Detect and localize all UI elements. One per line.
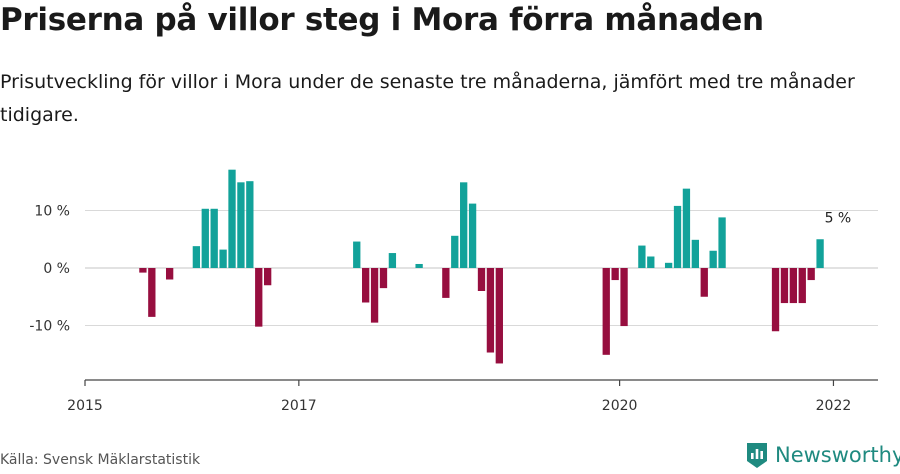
bar [379,268,388,289]
bar [647,256,655,268]
bar [370,268,379,323]
newsworthy-logo[interactable]: Newsworthy [745,441,900,469]
bar [201,208,209,268]
bar [460,182,468,268]
bar [638,245,646,268]
bar [709,250,717,268]
bar [246,181,254,268]
bar [718,217,726,268]
bar [264,268,272,286]
y-tick-label: 10 % [34,204,70,220]
bar [807,268,815,281]
bar [816,239,824,268]
bar [486,268,495,353]
bar [219,249,227,268]
chart-title: Priserna på villor steg i Mora förra mån… [0,2,764,38]
bar [780,268,789,304]
chart-subtitle: Prisutveckling för villor i Mora under d… [0,71,855,126]
bar [237,182,245,268]
bar [148,268,156,317]
bar [255,268,263,327]
value-annotation: 5 % [825,210,852,226]
bar [771,268,780,332]
y-tick-label: 0 % [43,261,70,277]
bar [691,239,699,268]
x-axis [84,379,878,386]
x-tick-label: 2015 [67,398,103,414]
bar [165,268,174,280]
bar [789,268,798,304]
bar [611,268,619,281]
bar [477,268,486,291]
bar [620,268,628,327]
bar [362,268,370,303]
bar [700,268,708,297]
axis-labels: 10 % 0 % -10 % 2015 2017 2020 2022 5 % [29,204,851,415]
bar [682,188,691,268]
bar [495,268,503,364]
newsworthy-icon [747,443,767,468]
bar [415,263,423,268]
y-tick-label: -10 % [29,319,70,335]
bar [664,262,673,268]
bar [139,268,147,273]
bar [388,253,397,268]
bar [673,205,682,268]
bar [451,235,459,268]
brand-name: Newsworthy [775,443,900,467]
bar [442,268,450,298]
bar [192,246,201,268]
bar [468,203,477,268]
source-note: Källa: Svensk Mäklarstatistik [0,452,201,468]
bars [139,169,824,364]
bar [353,241,361,268]
bar [210,208,218,268]
x-tick-label: 2020 [602,398,638,414]
bar-chart: 10 % 0 % -10 % 2015 2017 2020 2022 5 % [29,169,878,415]
bar [798,268,806,304]
bar [602,268,610,355]
x-tick-label: 2022 [816,398,852,414]
x-tick-label: 2017 [281,398,317,414]
bar [228,169,236,268]
